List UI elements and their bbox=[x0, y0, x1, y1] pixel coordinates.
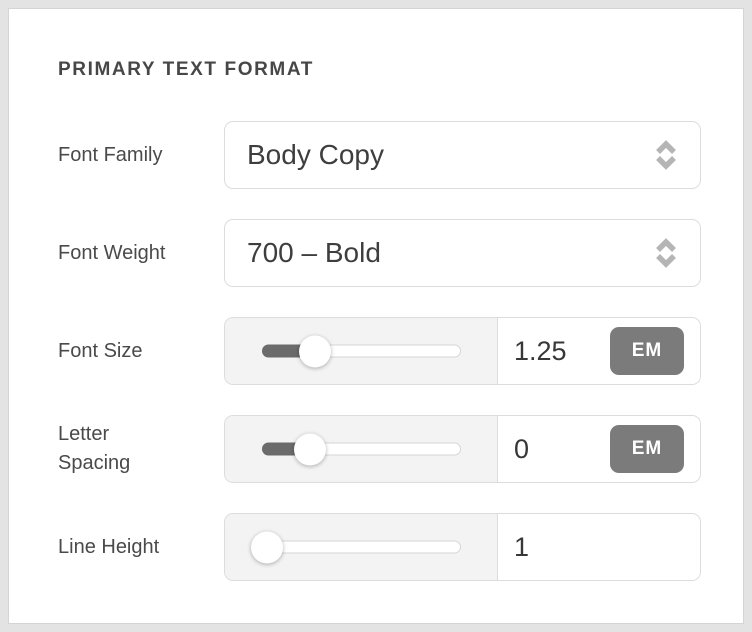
text-format-panel: PRIMARY TEXT FORMAT Font Family Body Cop… bbox=[8, 8, 744, 624]
line-height-label: Line Height bbox=[58, 535, 160, 558]
font-size-value-section: 1.25 EM bbox=[498, 318, 700, 384]
font-size-label: Font Size bbox=[58, 339, 143, 362]
slider-thumb[interactable] bbox=[294, 433, 327, 465]
font-weight-row: Font Weight 700 – Bold bbox=[58, 219, 743, 287]
font-family-row: Font Family Body Copy bbox=[58, 121, 743, 189]
font-size-value[interactable]: 1.25 bbox=[514, 335, 567, 366]
line-height-row: Line Height 1 bbox=[58, 513, 743, 581]
font-family-value: Body Copy bbox=[247, 139, 384, 170]
letter-spacing-value-section: 0 EM bbox=[498, 416, 700, 482]
letter-spacing-control: 0 EM bbox=[224, 415, 701, 483]
letter-spacing-slider[interactable] bbox=[225, 416, 498, 482]
line-height-slider[interactable] bbox=[225, 514, 498, 580]
slider-thumb[interactable] bbox=[250, 531, 283, 563]
font-size-control: 1.25 EM bbox=[224, 317, 701, 385]
line-height-control: 1 bbox=[224, 513, 701, 581]
line-height-value[interactable]: 1 bbox=[514, 531, 530, 562]
letter-spacing-value[interactable]: 0 bbox=[514, 433, 530, 464]
slider-track[interactable] bbox=[250, 531, 461, 563]
chevron-up-down-icon bbox=[656, 140, 676, 170]
letter-spacing-unit-badge[interactable]: EM bbox=[610, 425, 684, 473]
chevron-up-down-icon bbox=[656, 238, 676, 268]
font-size-row: Font Size 1.25 EM bbox=[58, 317, 743, 385]
panel-title: PRIMARY TEXT FORMAT bbox=[58, 59, 314, 80]
slider-track[interactable] bbox=[262, 433, 461, 465]
slider-track[interactable] bbox=[262, 335, 461, 367]
font-weight-value: 700 – Bold bbox=[247, 237, 381, 268]
font-size-slider[interactable] bbox=[225, 318, 498, 384]
letter-spacing-label: Letter Spacing bbox=[58, 423, 131, 474]
letter-spacing-row: Letter Spacing 0 EM bbox=[58, 415, 743, 483]
font-size-unit-badge[interactable]: EM bbox=[610, 327, 684, 375]
font-weight-select[interactable]: 700 – Bold bbox=[224, 219, 701, 287]
font-family-select[interactable]: Body Copy bbox=[224, 121, 701, 189]
font-weight-label: Font Weight bbox=[58, 241, 166, 264]
slider-thumb[interactable] bbox=[299, 335, 332, 367]
line-height-value-section: 1 bbox=[498, 514, 700, 580]
font-family-label: Font Family bbox=[58, 143, 163, 166]
